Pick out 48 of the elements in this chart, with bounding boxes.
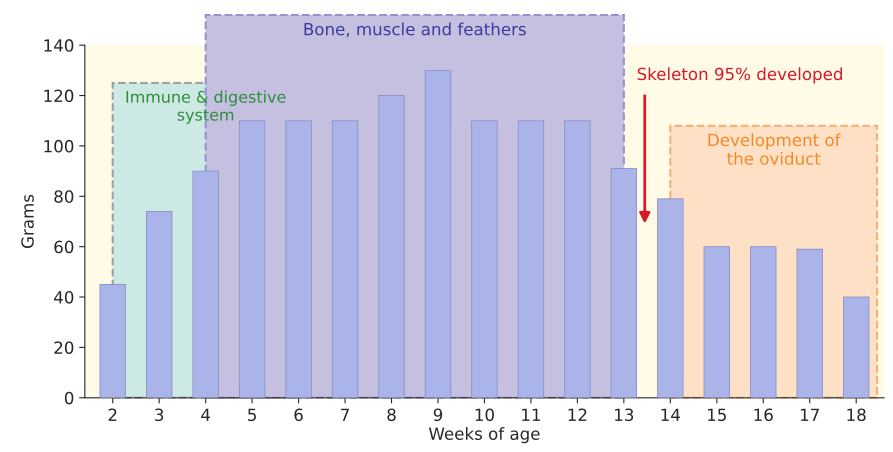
band-label: Development of the oviduct xyxy=(708,133,841,165)
y-tick-label: 0 xyxy=(64,392,74,404)
x-tick-label: 17 xyxy=(800,408,819,421)
x-tick-label: 5 xyxy=(248,408,256,422)
x-tick-label: 10 xyxy=(476,408,494,422)
x-tick-label: 16 xyxy=(754,408,773,422)
bar xyxy=(424,70,452,398)
x-tick-label: 4 xyxy=(201,408,210,421)
x-tick-label: 9 xyxy=(434,408,442,422)
bar xyxy=(704,246,730,398)
y-tick-label: 140 xyxy=(44,39,74,52)
bar xyxy=(518,120,544,398)
x-tick-label: 3 xyxy=(155,408,164,422)
bar xyxy=(842,296,870,398)
x-tick-label: 13 xyxy=(615,408,634,422)
x-tick-label: 15 xyxy=(708,408,726,422)
y-tick-label: 120 xyxy=(44,90,74,102)
bar xyxy=(285,120,312,398)
bar xyxy=(192,170,219,398)
bar xyxy=(564,120,591,398)
bar xyxy=(378,95,405,398)
bar xyxy=(332,120,358,398)
x-tick-label: 8 xyxy=(387,408,396,422)
x-tick-label: 7 xyxy=(341,408,349,421)
x-axis-title: Weeks of age xyxy=(428,427,540,444)
annotation: Skeleton 95% developed xyxy=(638,67,842,84)
bar xyxy=(750,246,776,398)
bar xyxy=(100,284,126,398)
y-tick-label: 60 xyxy=(54,240,74,254)
bar xyxy=(796,248,823,398)
x-tick-label: 6 xyxy=(294,408,303,422)
y-tick-label: 80 xyxy=(54,190,74,203)
x-tick-label: 14 xyxy=(662,408,680,421)
y-tick-label: 100 xyxy=(44,140,74,152)
bar xyxy=(471,120,498,398)
bar xyxy=(146,210,172,398)
bar xyxy=(238,120,266,398)
x-tick-label: 18 xyxy=(847,408,866,422)
y-tick-label: 20 xyxy=(54,341,74,354)
y-tick-label: 40 xyxy=(54,290,74,304)
x-tick-label: 12 xyxy=(568,408,586,421)
band-label: Bone, muscle and feathers xyxy=(304,22,526,38)
bar xyxy=(610,168,638,398)
x-tick-label: 2 xyxy=(108,408,116,421)
band-label: Immune & digestive system xyxy=(126,90,286,124)
y-axis-title: Grams xyxy=(21,194,34,248)
bar xyxy=(657,198,684,398)
x-tick-label: 11 xyxy=(522,408,540,421)
